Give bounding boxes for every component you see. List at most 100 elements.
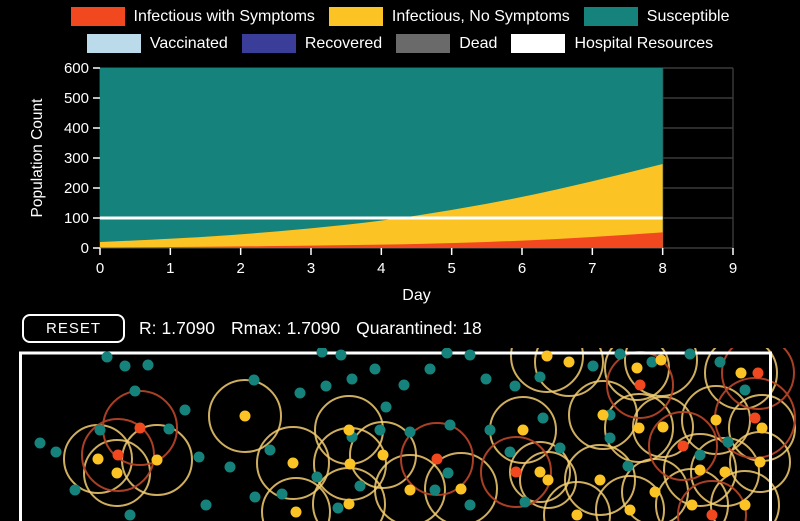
agent-dot-susceptible (509, 380, 521, 392)
agent-dot-infectious-symptoms (677, 440, 689, 452)
agent-dot-susceptible (311, 471, 323, 483)
agent-dot-susceptible (69, 484, 81, 496)
infection-radius-ring (655, 468, 729, 521)
agent-dot-susceptible (534, 371, 546, 383)
agent-dot-infectious-symptoms (134, 422, 146, 434)
agent-dot-susceptible (163, 423, 175, 435)
chart-axes: 0 100 200 300 400 500 600 0 1 2 3 4 5 6 7 8 9 Day Populati… (29, 60, 737, 304)
agent-dot-susceptible (429, 484, 441, 496)
agent-dot-susceptible (346, 373, 358, 385)
agent-dot-susceptible (614, 348, 626, 360)
agent-dot-susceptible (369, 363, 381, 375)
agent-dot-infectious-symptoms (510, 466, 522, 478)
agent-dot-susceptible (519, 496, 531, 508)
agent-dot-susceptible (714, 356, 726, 368)
legend-item-infectious-no-symptoms: Infectious, No Symptoms (328, 7, 570, 26)
stat-quarantined: Quarantined: 18 (356, 318, 482, 339)
agent-dot-infectious-no-symptoms (343, 424, 355, 436)
agent-dot-infectious-symptoms (752, 367, 764, 379)
agent-dot-susceptible (442, 467, 454, 479)
infection-radius-ring (663, 433, 737, 507)
infection-radius-ring (648, 411, 718, 481)
legend-item-dead: Dead (396, 34, 497, 53)
y-tick-label: 600 (64, 60, 89, 77)
agent-dot-susceptible (554, 442, 566, 454)
legend-swatch-infectious-no-symptoms (328, 7, 383, 26)
legend-label: Infectious, No Symptoms (391, 7, 570, 25)
infection-radius-ring (374, 454, 446, 521)
agent-dot-susceptible (684, 348, 696, 360)
legend-item-vaccinated: Vaccinated (86, 34, 228, 53)
agent-dot-infectious-no-symptoms (624, 504, 636, 516)
agent-dot-susceptible (94, 424, 106, 436)
agent-dot-susceptible (124, 509, 136, 521)
agent-dot-susceptible (380, 401, 392, 413)
agent-dot-infectious-no-symptoms (563, 356, 575, 368)
y-axis-title: Population Count (29, 98, 46, 218)
agent-dot-susceptible (179, 404, 191, 416)
y-tick-label: 0 (81, 240, 89, 257)
agent-dot-infectious-symptoms (706, 509, 718, 521)
x-tick-label: 3 (307, 260, 315, 277)
x-tick-label: 9 (729, 260, 737, 277)
agent-dot-infectious-no-symptoms (239, 410, 251, 422)
agent-dot-susceptible (480, 373, 492, 385)
legend-swatch-recovered (241, 34, 296, 53)
agent-dot-susceptible (622, 460, 634, 472)
agent-dot-infectious-no-symptoms (534, 466, 546, 478)
agent-dot-susceptible (354, 480, 366, 492)
x-tick-label: 7 (588, 260, 596, 277)
legend-swatch-dead (396, 34, 451, 53)
x-tick-label: 1 (166, 260, 174, 277)
agent-dot-infectious-no-symptoms (287, 457, 299, 469)
y-tick-label: 200 (64, 180, 89, 197)
agent-dot-susceptible (248, 374, 260, 386)
infection-radius-ring (256, 426, 330, 500)
simulation-boundary (19, 351, 772, 521)
reset-button[interactable]: RESET (22, 314, 126, 343)
infection-radius-ring (564, 444, 636, 516)
x-axis-title: Day (402, 287, 430, 304)
infection-radius-ring (595, 475, 665, 521)
legend-label: Recovered (304, 34, 383, 52)
legend-swatch-infectious-symptoms (70, 7, 125, 26)
simulation-field[interactable] (0, 319, 800, 521)
x-tick-label: 6 (518, 260, 526, 277)
legend-row-2: Vaccinated Recovered Dead Hospital Resou… (0, 30, 800, 57)
infection-radius-ring (710, 470, 780, 521)
simulation-canvas[interactable] (0, 319, 800, 521)
chart-legend: Infectious with Symptoms Infectious, No … (0, 3, 800, 57)
stat-quarantined-label: Quarantined: (356, 318, 458, 338)
agent-dot-susceptible (424, 363, 436, 375)
agent-dot-susceptible (464, 349, 476, 361)
agent-dot-infectious-no-symptoms (754, 456, 766, 468)
agent-dot-infectious-no-symptoms (735, 367, 747, 379)
agent-dot-susceptible (398, 379, 410, 391)
legend-item-recovered: Recovered (241, 34, 383, 53)
agent-dot-susceptible (537, 412, 549, 424)
area-infectious-no-symptoms (100, 164, 663, 248)
legend-item-susceptible: Susceptible (583, 7, 729, 26)
infection-radius-ring (261, 477, 331, 521)
legend-swatch-susceptible (583, 7, 638, 26)
infection-radius-ring (424, 452, 498, 521)
y-tick-label: 300 (64, 150, 89, 167)
infection-radius-ring (480, 436, 552, 508)
agent-dot-infectious-no-symptoms (597, 409, 609, 421)
legend-item-infectious-symptoms: Infectious with Symptoms (70, 7, 315, 26)
agent-dot-infectious-no-symptoms (739, 499, 751, 511)
agent-dot-susceptible (484, 424, 496, 436)
agent-dot-susceptible (101, 351, 113, 363)
agent-dot-infectious-symptoms (431, 453, 443, 465)
infection-radius-ring (81, 418, 155, 492)
agent-dot-susceptible (249, 491, 261, 503)
stat-r-value: 1.7090 (161, 318, 216, 338)
agent-dot-infectious-no-symptoms (542, 474, 554, 486)
legend-swatch-hospital-resources (511, 34, 566, 53)
population-chart-canvas: 0 100 200 300 400 500 600 0 1 2 3 4 5 6 7 8 9 Day Populati… (29, 60, 737, 304)
agent-dot-susceptible (646, 356, 658, 368)
agent-dot-susceptible (444, 419, 456, 431)
agent-dot-infectious-no-symptoms (571, 509, 583, 521)
agent-dot-infectious-no-symptoms (517, 424, 529, 436)
legend-label: Vaccinated (149, 34, 228, 52)
